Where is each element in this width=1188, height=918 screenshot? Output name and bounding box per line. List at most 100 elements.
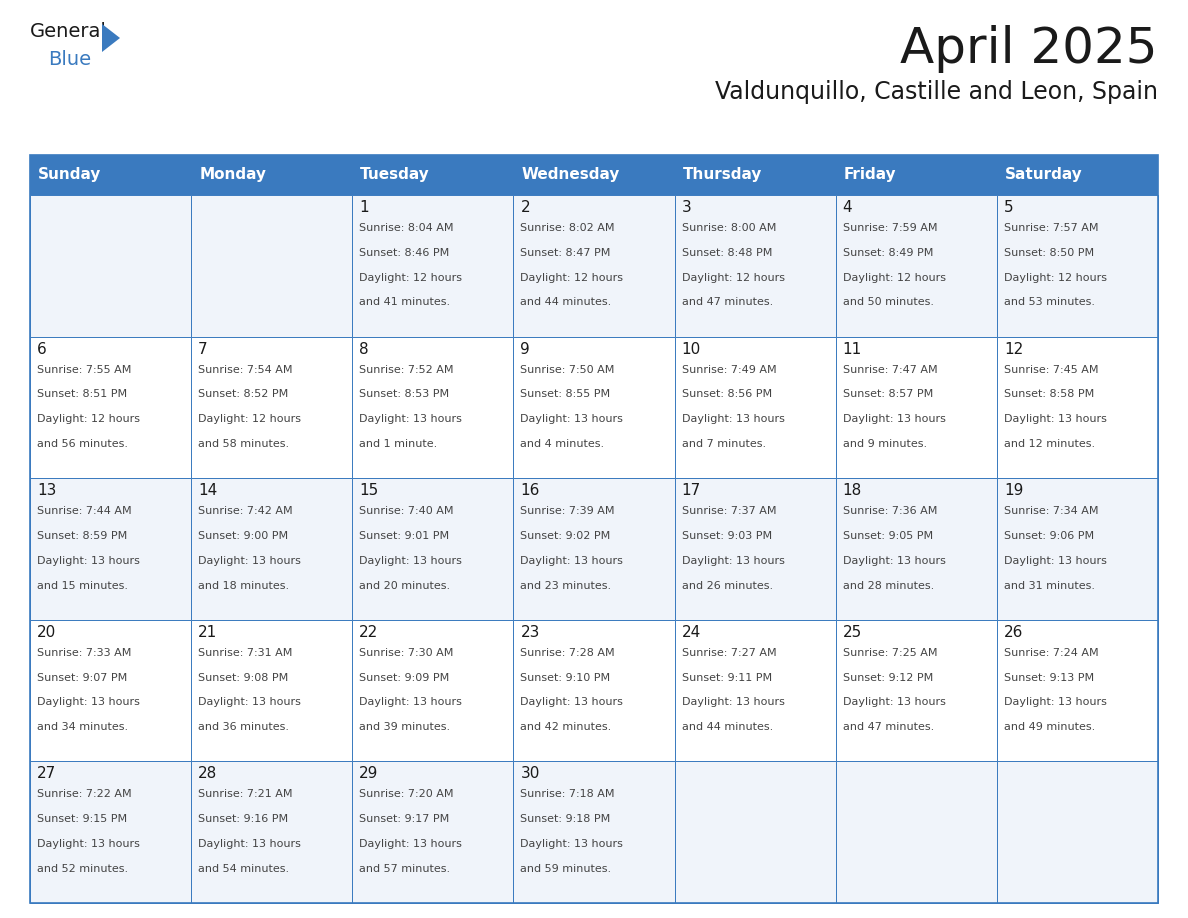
Bar [191,620,353,761]
Bar [513,337,675,478]
Text: Daylight: 13 hours: Daylight: 13 hours [1004,555,1107,565]
Text: Daylight: 13 hours: Daylight: 13 hours [682,414,784,424]
Text: Daylight: 13 hours: Daylight: 13 hours [520,414,624,424]
Text: and 57 minutes.: and 57 minutes. [359,864,450,874]
Text: and 53 minutes.: and 53 minutes. [1004,297,1095,308]
Text: Daylight: 13 hours: Daylight: 13 hours [682,555,784,565]
Text: and 34 minutes.: and 34 minutes. [37,722,128,733]
Text: Sunset: 9:05 PM: Sunset: 9:05 PM [842,531,933,541]
Bar [675,620,835,761]
Text: and 23 minutes.: and 23 minutes. [520,580,612,590]
Text: and 26 minutes.: and 26 minutes. [682,580,772,590]
Text: Daylight: 13 hours: Daylight: 13 hours [842,555,946,565]
Text: 4: 4 [842,200,852,215]
Text: Sunset: 8:50 PM: Sunset: 8:50 PM [1004,248,1094,258]
Bar [675,337,835,478]
Text: Daylight: 13 hours: Daylight: 13 hours [359,839,462,849]
Text: Daylight: 13 hours: Daylight: 13 hours [1004,698,1107,708]
Text: 2: 2 [520,200,530,215]
Text: Sunrise: 7:28 AM: Sunrise: 7:28 AM [520,648,615,658]
Text: Sunrise: 7:39 AM: Sunrise: 7:39 AM [520,506,615,516]
Text: and 1 minute.: and 1 minute. [359,439,437,449]
Text: Sunset: 8:46 PM: Sunset: 8:46 PM [359,248,449,258]
Text: Daylight: 12 hours: Daylight: 12 hours [682,273,784,283]
Text: Sunrise: 8:04 AM: Sunrise: 8:04 AM [359,223,454,233]
Text: 1: 1 [359,200,369,215]
Text: Sunset: 8:55 PM: Sunset: 8:55 PM [520,389,611,399]
Text: Friday: Friday [843,167,896,183]
Text: Sunrise: 7:55 AM: Sunrise: 7:55 AM [37,364,132,375]
Text: Sunrise: 7:54 AM: Sunrise: 7:54 AM [198,364,292,375]
Text: 16: 16 [520,483,539,498]
Text: Sunrise: 7:36 AM: Sunrise: 7:36 AM [842,506,937,516]
Text: Daylight: 13 hours: Daylight: 13 hours [359,698,462,708]
Text: Daylight: 13 hours: Daylight: 13 hours [37,839,140,849]
Bar [997,195,1158,337]
Text: Monday: Monday [200,167,266,183]
Text: Sunrise: 7:21 AM: Sunrise: 7:21 AM [198,789,292,800]
Bar [191,478,353,620]
Text: and 56 minutes.: and 56 minutes. [37,439,128,449]
Text: Sunrise: 7:47 AM: Sunrise: 7:47 AM [842,364,937,375]
Bar [513,478,675,620]
Text: Sunset: 9:02 PM: Sunset: 9:02 PM [520,531,611,541]
Bar [191,195,353,337]
Text: and 18 minutes.: and 18 minutes. [198,580,289,590]
Text: Daylight: 13 hours: Daylight: 13 hours [198,698,301,708]
Text: 10: 10 [682,341,701,356]
Text: Daylight: 13 hours: Daylight: 13 hours [37,698,140,708]
Text: 6: 6 [37,341,46,356]
Text: 24: 24 [682,625,701,640]
Text: 7: 7 [198,341,208,356]
Text: and 47 minutes.: and 47 minutes. [682,297,773,308]
Text: 27: 27 [37,767,56,781]
Text: Daylight: 13 hours: Daylight: 13 hours [1004,414,1107,424]
Text: Sunset: 9:16 PM: Sunset: 9:16 PM [198,814,289,824]
Text: Sunset: 8:57 PM: Sunset: 8:57 PM [842,389,933,399]
Text: Sunrise: 7:37 AM: Sunrise: 7:37 AM [682,506,776,516]
Text: Sunset: 9:00 PM: Sunset: 9:00 PM [198,531,289,541]
Text: and 44 minutes.: and 44 minutes. [520,297,612,308]
Bar [30,761,191,903]
Text: Sunset: 9:01 PM: Sunset: 9:01 PM [359,531,449,541]
Text: 25: 25 [842,625,862,640]
Text: Daylight: 13 hours: Daylight: 13 hours [198,555,301,565]
Text: 15: 15 [359,483,379,498]
Text: 5: 5 [1004,200,1013,215]
Bar [997,478,1158,620]
Text: and 39 minutes.: and 39 minutes. [359,722,450,733]
Text: and 15 minutes.: and 15 minutes. [37,580,128,590]
Text: Sunset: 8:58 PM: Sunset: 8:58 PM [1004,389,1094,399]
Text: and 20 minutes.: and 20 minutes. [359,580,450,590]
Text: Sunrise: 7:45 AM: Sunrise: 7:45 AM [1004,364,1099,375]
Bar [353,195,513,337]
Text: Daylight: 12 hours: Daylight: 12 hours [37,414,140,424]
Text: 30: 30 [520,767,539,781]
Bar [353,761,513,903]
Text: 26: 26 [1004,625,1023,640]
Text: Daylight: 12 hours: Daylight: 12 hours [520,273,624,283]
Text: and 12 minutes.: and 12 minutes. [1004,439,1095,449]
Text: Daylight: 13 hours: Daylight: 13 hours [842,698,946,708]
Text: and 47 minutes.: and 47 minutes. [842,722,934,733]
Text: Sunrise: 8:00 AM: Sunrise: 8:00 AM [682,223,776,233]
Bar [353,337,513,478]
Bar [30,478,191,620]
Text: 28: 28 [198,767,217,781]
Bar [30,195,191,337]
Text: Sunrise: 7:18 AM: Sunrise: 7:18 AM [520,789,615,800]
Bar [997,337,1158,478]
Text: Daylight: 13 hours: Daylight: 13 hours [842,414,946,424]
Text: Sunrise: 7:40 AM: Sunrise: 7:40 AM [359,506,454,516]
Text: 21: 21 [198,625,217,640]
Text: Sunrise: 7:20 AM: Sunrise: 7:20 AM [359,789,454,800]
Bar [30,337,191,478]
Bar [30,155,1158,903]
Text: Sunrise: 7:25 AM: Sunrise: 7:25 AM [842,648,937,658]
Bar [835,337,997,478]
Text: Daylight: 13 hours: Daylight: 13 hours [682,698,784,708]
Text: and 41 minutes.: and 41 minutes. [359,297,450,308]
Text: 22: 22 [359,625,379,640]
Text: Sunset: 8:56 PM: Sunset: 8:56 PM [682,389,772,399]
Bar [353,478,513,620]
